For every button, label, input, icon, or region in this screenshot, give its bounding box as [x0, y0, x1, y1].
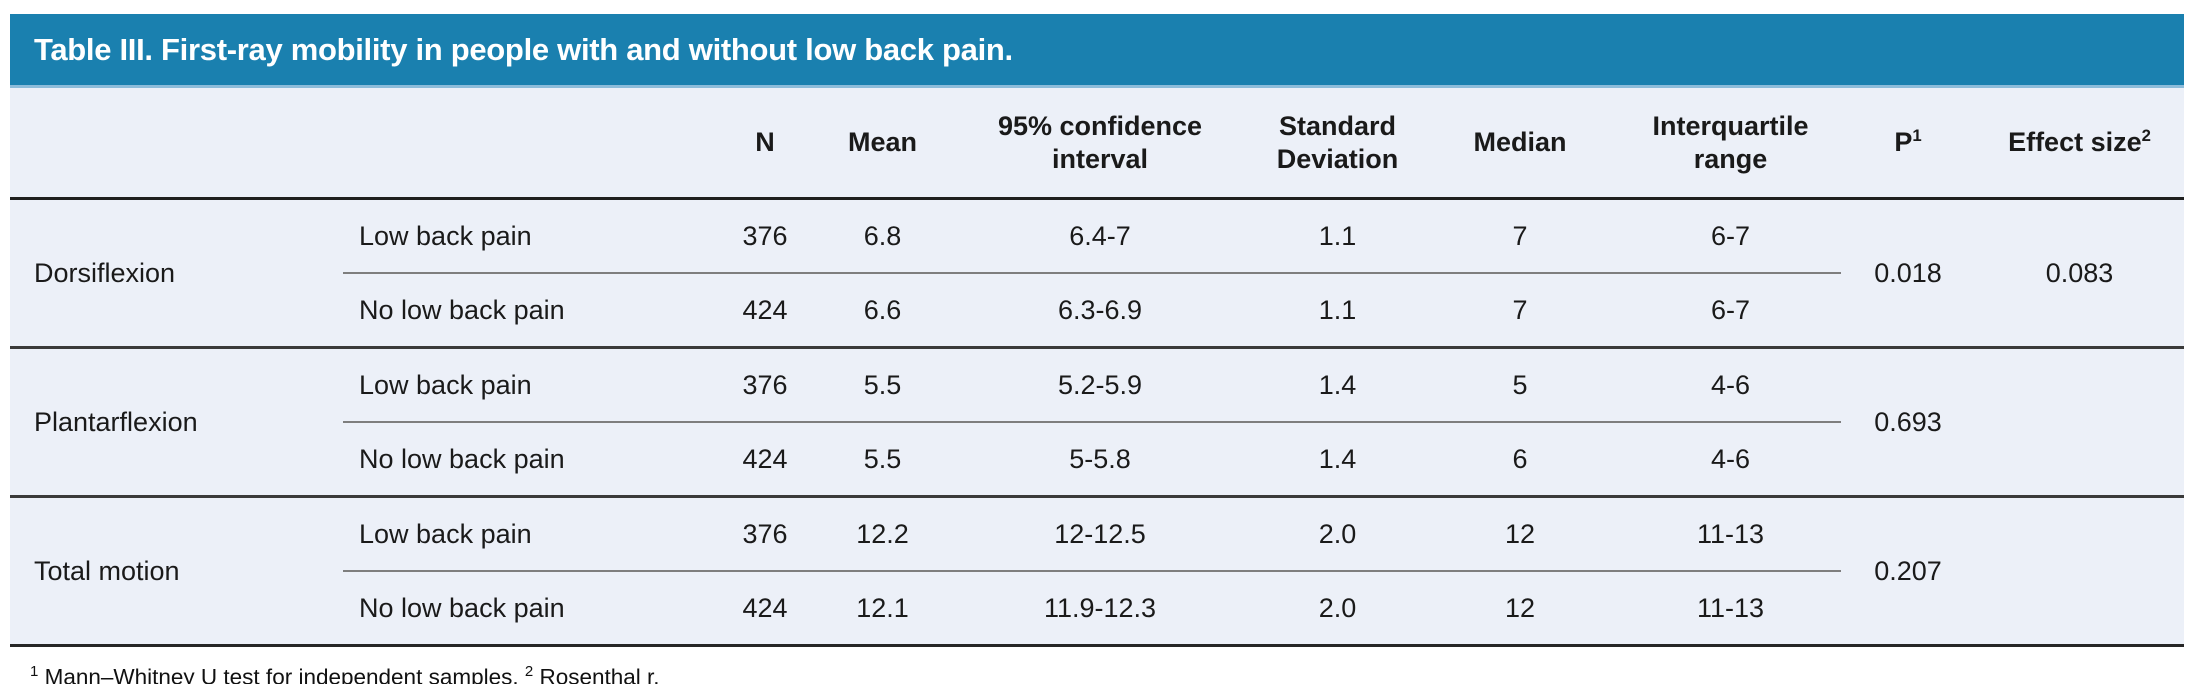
section-label-dorsiflexion: Dorsiflexion: [34, 257, 176, 288]
sd-cell: 1.4: [1318, 443, 1357, 474]
iqr-cell: 4-6: [1710, 443, 1751, 474]
col-header-standard-deviation: Standard Deviation: [1255, 88, 1420, 200]
group-cell: No low back pain: [359, 443, 565, 474]
table-row: No low back pain 424 5.5 5-5.8 1.4 6 4-6: [10, 422, 2184, 497]
p-superscript: 1: [1912, 126, 1922, 146]
table-row: No low back pain 424 6.6 6.3-6.9 1.1 7 6…: [10, 273, 2184, 348]
table-row: Total motion Low back pain 376 12.2 12-1…: [10, 495, 2184, 646]
iqr-cell: 6-7: [1710, 294, 1751, 325]
iqr-cell: 11-13: [1620, 495, 1841, 572]
col-header-p: P1: [1841, 88, 1975, 200]
footnote-superscript-1: 1: [30, 663, 39, 680]
header-row: N Mean 95% confidence interval Standard …: [10, 88, 2184, 200]
sd-cell: 1.4: [1255, 346, 1420, 423]
ci-cell: 6.3-6.9: [1057, 294, 1143, 325]
median-cell: 12: [1504, 592, 1536, 623]
footnote: 1 Mann–Whitney U test for independent sa…: [10, 647, 2184, 684]
p-value-cell: 0.693: [1841, 346, 1975, 497]
ci-cell: 11.9-12.3: [1043, 592, 1157, 623]
table-row: Dorsiflexion Low back pain 376 6.8 6.4-7…: [10, 198, 2184, 288]
ci-cell: 6.4-7: [945, 198, 1255, 274]
col-header-blank-1: [10, 88, 343, 200]
sd-cell: 2.0: [1318, 592, 1357, 623]
effect-size-cell: [1975, 346, 2184, 497]
col-header-blank-2: [343, 88, 710, 200]
footnote-text-1: Mann–Whitney U test for independent samp…: [38, 664, 525, 684]
group-cell: No low back pain: [359, 294, 565, 325]
median-cell: 6: [1512, 443, 1528, 474]
col-header-mean: Mean: [820, 88, 945, 200]
n-cell: 424: [742, 294, 788, 325]
iqr-cell: 4-6: [1620, 346, 1841, 423]
p-value-cell: 0.018: [1874, 257, 1942, 288]
ci-cell: 12-12.5: [945, 495, 1255, 572]
col-header-n: N: [710, 88, 820, 200]
footnote-text-2: Rosenthal r.: [533, 664, 660, 684]
table-title: Table III. First-ray mobility in people …: [34, 31, 1013, 67]
n-cell: 376: [710, 495, 820, 572]
sd-cell: 1.1: [1318, 294, 1357, 325]
col-header-confidence-interval: 95% confidence interval: [945, 88, 1255, 200]
n-cell: 424: [742, 592, 788, 623]
n-cell: 424: [742, 443, 788, 474]
table-row: Plantarflexion Low back pain 376 5.5 5.2…: [10, 346, 2184, 497]
effect-size-superscript: 2: [2141, 126, 2151, 146]
p-value-cell: 0.207: [1841, 495, 1975, 646]
mean-cell: 12.1: [856, 592, 909, 623]
effect-size-cell: 0.083: [2045, 257, 2114, 288]
median-cell: 7: [1512, 294, 1528, 325]
section-label-total-motion: Total motion: [10, 495, 343, 646]
table-row: No low back pain 424 12.1 11.9-12.3 2.0 …: [10, 571, 2184, 646]
group-cell: Low back pain: [343, 346, 710, 423]
mean-cell: 6.6: [863, 294, 902, 325]
median-cell: 7: [1420, 198, 1620, 274]
sd-cell: 2.0: [1255, 495, 1420, 572]
ci-cell: 5-5.8: [1069, 443, 1131, 474]
table-title-bar: Table III. First-ray mobility in people …: [10, 14, 2184, 88]
col-header-interquartile-range: Interquartile range: [1620, 88, 1841, 200]
effect-size-cell: [1975, 495, 2184, 646]
mean-cell: 12.2: [820, 495, 945, 572]
table-figure: Table III. First-ray mobility in people …: [10, 14, 2184, 684]
mean-cell: 5.5: [863, 443, 902, 474]
col-header-effect-size: Effect size2: [1975, 88, 2184, 200]
iqr-cell: 11-13: [1696, 592, 1765, 623]
section-label-plantarflexion: Plantarflexion: [10, 346, 343, 497]
data-table: N Mean 95% confidence interval Standard …: [10, 88, 2184, 647]
mean-cell: 6.8: [820, 198, 945, 274]
n-cell: 376: [710, 198, 820, 274]
group-cell: No low back pain: [359, 592, 565, 623]
group-cell: Low back pain: [343, 495, 710, 572]
group-cell: Low back pain: [343, 198, 710, 274]
iqr-cell: 6-7: [1620, 198, 1841, 274]
col-header-median: Median: [1420, 88, 1620, 200]
footnote-superscript-2: 2: [524, 663, 534, 680]
sd-cell: 1.1: [1255, 198, 1420, 274]
ci-cell: 5.2-5.9: [945, 346, 1255, 423]
mean-cell: 5.5: [820, 346, 945, 423]
median-cell: 5: [1420, 346, 1620, 423]
median-cell: 12: [1420, 495, 1620, 572]
n-cell: 376: [710, 346, 820, 423]
